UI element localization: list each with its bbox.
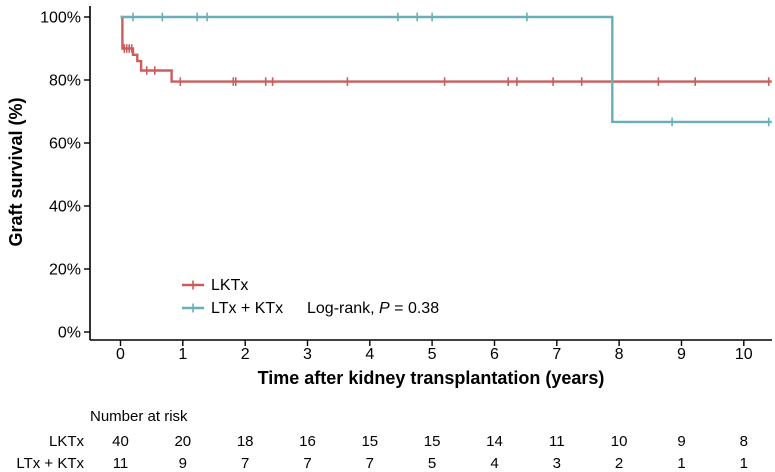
- y-tick-label: 20%: [49, 262, 81, 279]
- risk-value: 15: [424, 433, 441, 450]
- risk-row-label: LKTx: [49, 433, 85, 450]
- y-axis-ticks: 0% 20% 40% 60% 80% 100%: [40, 10, 90, 342]
- y-tick-label: 80%: [49, 73, 81, 90]
- legend-label: LTx + KTx: [211, 300, 283, 317]
- risk-value: 9: [179, 455, 187, 472]
- risk-value: 20: [174, 433, 191, 450]
- y-tick-label: 60%: [49, 136, 81, 153]
- risk-value: 5: [428, 455, 436, 472]
- survival-curves: [120, 12, 772, 127]
- risk-value: 7: [303, 455, 311, 472]
- x-tick-label: 10: [735, 346, 753, 363]
- x-tick-label: 1: [178, 346, 187, 363]
- x-tick-label: 9: [677, 346, 686, 363]
- risk-table-title: Number at risk: [90, 408, 188, 425]
- x-tick-label: 3: [303, 346, 312, 363]
- x-tick-label: 4: [365, 346, 374, 363]
- risk-value: 1: [677, 455, 685, 472]
- logrank-annotation: Log-rank, P = 0.38: [307, 300, 439, 317]
- risk-row-label: LTx + KTx: [16, 455, 84, 472]
- risk-value: 10: [611, 433, 628, 450]
- risk-value: 7: [366, 455, 374, 472]
- risk-value: 8: [740, 433, 748, 450]
- risk-value: 11: [113, 455, 129, 472]
- risk-value: 16: [299, 433, 316, 450]
- survival-curve-0: [120, 15, 772, 83]
- risk-value: 15: [361, 433, 378, 450]
- x-tick-label: 6: [490, 346, 499, 363]
- risk-value: 18: [237, 433, 254, 450]
- y-tick-label: 40%: [49, 199, 81, 216]
- y-tick-label: 0%: [58, 325, 81, 342]
- risk-value: 2: [615, 455, 623, 472]
- risk-value: 9: [677, 433, 685, 450]
- x-tick-label: 2: [241, 346, 250, 363]
- x-tick-label: 0: [116, 346, 125, 363]
- chart-legend: LKTx LTx + KTx: [182, 277, 283, 317]
- risk-value: 1: [740, 455, 748, 472]
- risk-value: 14: [486, 433, 503, 450]
- y-tick-label: 100%: [40, 10, 81, 27]
- risk-value: 3: [553, 455, 561, 472]
- risk-value: 7: [241, 455, 249, 472]
- x-axis-ticks: 0 1 2 3 4 5 6 7 8 9 10: [116, 340, 753, 363]
- x-tick-label: 5: [428, 346, 437, 363]
- risk-value: 40: [112, 433, 129, 450]
- x-tick-label: 8: [615, 346, 624, 363]
- risk-value: 11: [549, 433, 565, 450]
- risk-value: 4: [490, 455, 498, 472]
- legend-label: LKTx: [211, 277, 248, 294]
- survival-curve-1: [120, 15, 772, 124]
- x-tick-label: 7: [552, 346, 561, 363]
- x-axis-title: Time after kidney transplantation (years…: [258, 368, 605, 388]
- y-axis-title: Graft survival (%): [6, 97, 26, 246]
